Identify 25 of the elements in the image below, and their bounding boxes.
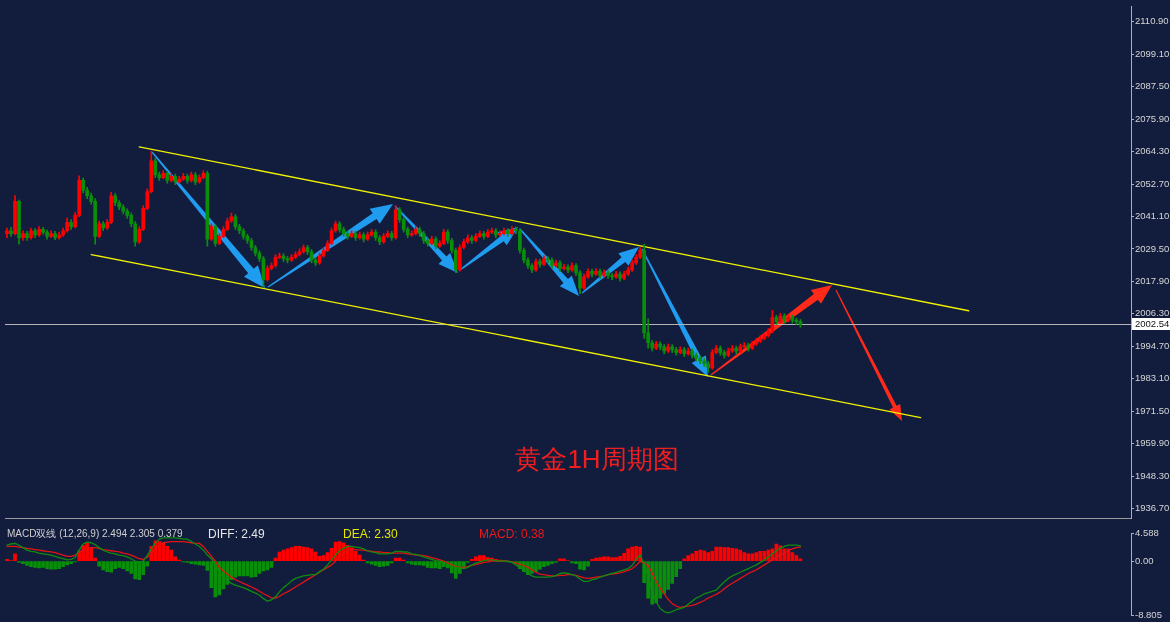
y-tick-label: 2087.50 (1135, 80, 1170, 92)
y-tick-label: 2029.50 (1135, 242, 1170, 254)
chart-title: MACD双线 (12,26,9) 2.494 2.305 0.379 (7, 528, 183, 539)
y-tick-label: 2017.90 (1135, 275, 1170, 287)
y-tick-label: 1936.70 (1135, 502, 1170, 514)
annotation: DIFF: 2.49 (208, 527, 265, 541)
y-tick-label: 2110.90 (1135, 14, 1169, 26)
annotation: 黄金1H周期图 (515, 444, 679, 474)
y-tick-label: 1948.30 (1135, 469, 1170, 481)
annotation: MACD: 0.38 (479, 527, 545, 541)
y-tick-label: 0.00 (1135, 554, 1154, 566)
ref-line-label: 2002.54 (1135, 318, 1170, 330)
y-tick-label: 1983.10 (1135, 372, 1170, 384)
y-tick-label: -8.805 (1135, 608, 1162, 620)
y-tick-label: 1971.50 (1135, 404, 1170, 416)
y-tick-label: 1959.90 (1135, 437, 1170, 449)
y-tick-label: 4.588 (1135, 526, 1159, 538)
y-tick-label: 2052.70 (1135, 177, 1170, 189)
y-tick-label: 2064.30 (1135, 145, 1170, 157)
y-tick-label: 2075.90 (1135, 112, 1170, 124)
y-tick-label: 2099.10 (1135, 47, 1170, 59)
annotation: DEA: 2.30 (343, 527, 398, 541)
y-tick-label: 1994.70 (1135, 339, 1170, 351)
y-tick-label: 2041.10 (1135, 210, 1170, 222)
y-tick-label: 2006.30 (1135, 307, 1170, 319)
